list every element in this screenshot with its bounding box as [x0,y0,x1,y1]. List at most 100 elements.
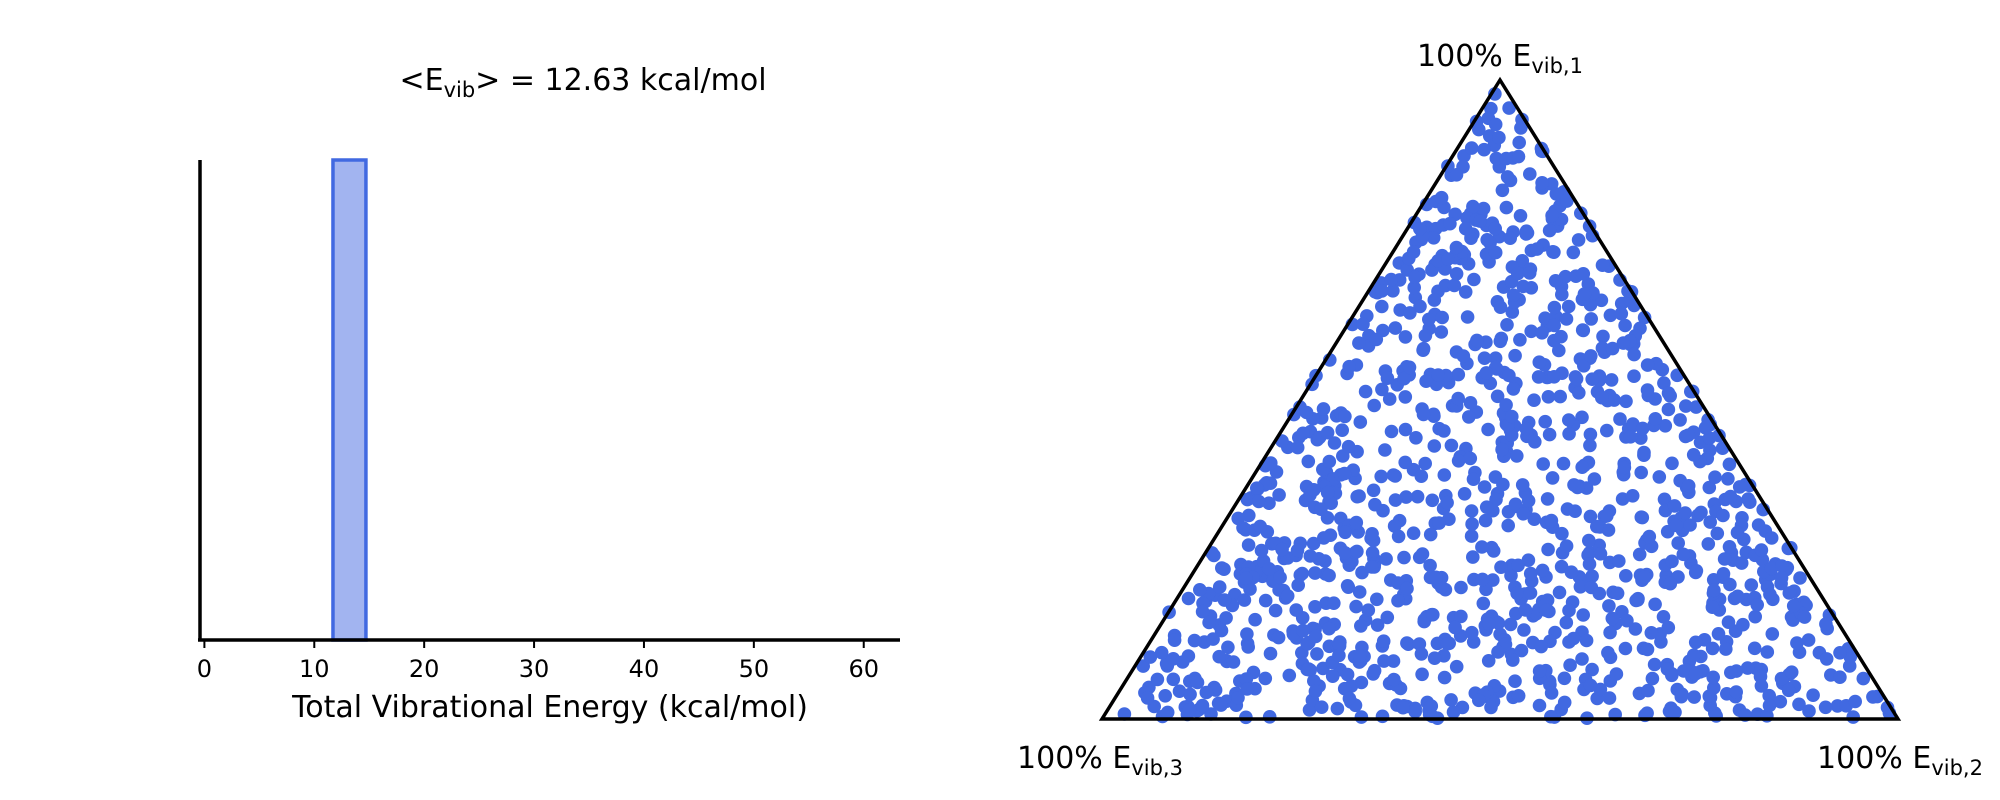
ternary-triangle [1098,76,1902,721]
ternary-point [1730,589,1745,604]
ternary-point [1628,622,1643,636]
ternary-point [1375,382,1389,397]
ternary-point [1446,705,1461,719]
vertex-label-left-main: 100% E [1017,741,1131,776]
ternary-point [1577,359,1591,373]
ternary-point [1710,526,1725,541]
ternary-point [1724,665,1738,680]
vertex-label-top: 100% Evib,1 [1417,39,1583,78]
ternary-point [1576,608,1590,622]
ternary-point [1652,470,1667,484]
ternary-point [1625,489,1640,503]
ternary-point [1623,430,1638,444]
ternary-point [1187,633,1202,648]
ternary-point [1573,580,1588,594]
ternary-point [1263,646,1278,661]
ternary-point [1705,600,1720,614]
ternary-point [1538,414,1552,429]
ternary-point [1427,651,1442,665]
ternary-point [1579,633,1594,648]
ternary-point [1617,460,1632,475]
ternary-point [1166,672,1181,687]
ternary-point [1688,666,1703,681]
ternary-point [1454,580,1468,595]
ternary-point [1477,142,1491,157]
ternary-point [1167,633,1182,647]
ternary-point [1199,685,1214,700]
histogram-bar [331,158,368,642]
ternary-point [1408,704,1422,719]
ternary-point [1240,627,1254,641]
ternary-point [1314,700,1329,714]
ternary-point [1464,141,1479,155]
ternary-point [1846,710,1860,724]
ternary-point [1676,547,1691,562]
ternary-point [1214,698,1228,712]
ternary-point [1488,351,1503,366]
ternary-point [1707,583,1721,598]
ternary-point [1706,573,1721,587]
ternary-point [1532,355,1547,370]
ternary-point [1296,623,1310,638]
ternary-point [1240,682,1254,696]
ternary-point [1540,492,1555,506]
ternary-point [1427,439,1442,453]
ternary-point [1332,648,1346,663]
ternary-point [1327,596,1341,610]
ternary-point [1610,586,1625,601]
ternary-point [1449,168,1464,182]
ternary-point [1212,649,1226,664]
ternary-point [1559,539,1574,553]
ternary-point [1475,540,1489,554]
ternary-point [1400,581,1414,596]
ternary-point [1268,603,1283,618]
ternary-point [1544,709,1558,724]
ternary-point [1387,672,1401,687]
ternary-point [1665,668,1679,683]
ternary-point [1488,221,1502,236]
ternary-point [1320,425,1335,440]
ternary-point [1547,318,1561,333]
ternary-point [1562,413,1576,427]
ternary-point [1413,299,1427,314]
ternary-point [1414,647,1429,661]
ternary-point [1231,691,1245,705]
ternary-point [1314,502,1328,516]
ternary-point [1325,669,1340,683]
ternary-point [1609,667,1624,681]
ternary-point [1784,665,1799,679]
ternary-point [1449,267,1464,281]
ternary-point [1734,556,1749,570]
ternary-point [1596,329,1610,344]
ternary-point [1560,194,1574,208]
x-tick-label: 20 [409,655,440,683]
ternary-point [1282,668,1297,683]
ternary-point [1349,599,1363,614]
ternary-point [1370,592,1384,607]
ternary-point [1262,710,1277,724]
ternary-point [1451,367,1466,382]
ternary-point [1386,468,1401,482]
ternary-point [1510,449,1524,463]
ternary-point [1673,413,1687,427]
ternary-point [1423,558,1437,573]
ternary-point [1833,646,1847,660]
ternary-point [1271,630,1286,645]
ternary-point [1632,547,1647,562]
ternary-point [1361,603,1376,617]
ternary-point [1665,456,1679,471]
ternary-point [1407,280,1421,295]
ternary-point [1553,389,1567,404]
ternary-point [1562,427,1576,441]
ternary-point [1352,489,1366,503]
ternary-point [1527,393,1541,408]
ternary-point [1535,176,1549,190]
ternary-point [1342,359,1356,374]
vertex-label-right-sub: vib,2 [1931,756,1983,780]
ternary-point [1316,402,1331,416]
ternary-point [1613,412,1627,426]
ternary-point [1547,300,1562,315]
ternary-point [1429,570,1443,585]
ternary-point [1427,293,1442,307]
